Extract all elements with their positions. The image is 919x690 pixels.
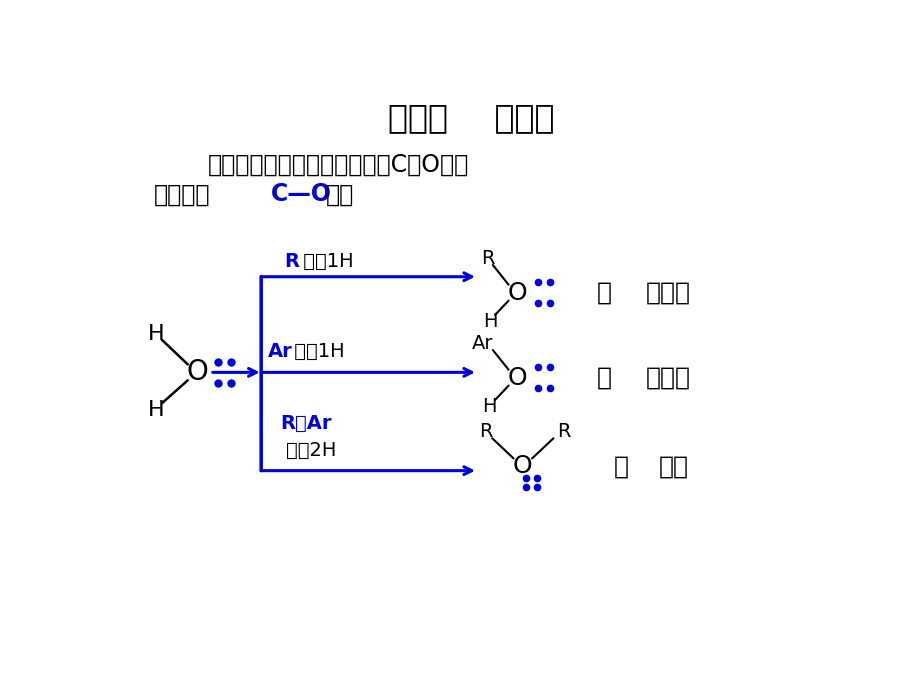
Text: C—O: C—O xyxy=(270,182,331,206)
Text: R或Ar: R或Ar xyxy=(280,415,332,433)
Text: H: H xyxy=(482,397,496,416)
Text: 取代1H: 取代1H xyxy=(288,342,344,361)
Text: 酚: 酚 xyxy=(596,366,610,390)
Text: 酚羟基: 酚羟基 xyxy=(645,366,690,390)
Text: R: R xyxy=(284,253,300,271)
Text: 醇和酚都是烴的含氧衍生物。C、O以单: 醇和酚都是烴的含氧衍生物。C、O以单 xyxy=(208,153,469,177)
Text: 取代2H: 取代2H xyxy=(286,441,336,460)
Text: Ar: Ar xyxy=(268,342,293,361)
Text: ）。: ）。 xyxy=(325,182,353,206)
Text: 取代1H: 取代1H xyxy=(297,253,353,271)
Text: 醇: 醇 xyxy=(614,455,629,478)
Text: H: H xyxy=(483,313,497,331)
Text: H: H xyxy=(148,324,165,344)
Text: 键相连（: 键相连（ xyxy=(154,182,210,206)
Text: R: R xyxy=(557,422,571,442)
Text: R: R xyxy=(479,422,492,442)
Text: H: H xyxy=(148,400,165,420)
Text: Ar: Ar xyxy=(471,334,493,353)
Text: O: O xyxy=(507,281,528,305)
Text: 醇羟基: 醇羟基 xyxy=(645,281,690,305)
Text: 醇: 醇 xyxy=(596,281,610,305)
Text: 醇键: 醇键 xyxy=(658,455,687,478)
Text: 第五章    醇酚醇: 第五章 醇酚醇 xyxy=(388,101,554,134)
Text: O: O xyxy=(507,366,528,390)
Text: O: O xyxy=(513,455,532,478)
Text: R: R xyxy=(481,248,494,268)
Text: O: O xyxy=(186,358,208,386)
